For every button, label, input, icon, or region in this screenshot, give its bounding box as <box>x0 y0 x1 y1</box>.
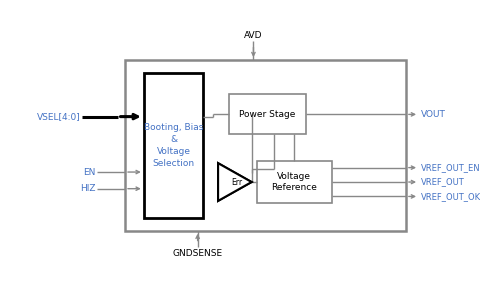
Bar <box>125 60 406 231</box>
Text: Err: Err <box>231 177 242 187</box>
Text: VOUT: VOUT <box>421 110 446 119</box>
Polygon shape <box>218 163 252 201</box>
Text: HIZ: HIZ <box>80 184 96 193</box>
Text: VREF_OUT_EN: VREF_OUT_EN <box>421 163 480 172</box>
Text: VREF_OUT: VREF_OUT <box>421 177 465 187</box>
Text: Err: Err <box>231 177 242 187</box>
Text: VSEL[4:0]: VSEL[4:0] <box>36 112 81 121</box>
Text: AVD: AVD <box>244 31 263 40</box>
Text: Voltage
Reference: Voltage Reference <box>271 172 317 192</box>
Text: GNDSENSE: GNDSENSE <box>173 249 223 258</box>
Text: VREF_OUT_OK: VREF_OUT_OK <box>421 192 480 201</box>
Text: Power Stage: Power Stage <box>239 110 296 119</box>
Text: Booting, Bias
&
Voltage
Selection: Booting, Bias & Voltage Selection <box>144 123 203 168</box>
Bar <box>229 94 306 134</box>
Text: EN: EN <box>83 168 96 177</box>
Bar <box>257 161 332 203</box>
Polygon shape <box>218 163 252 201</box>
Bar <box>144 73 203 217</box>
